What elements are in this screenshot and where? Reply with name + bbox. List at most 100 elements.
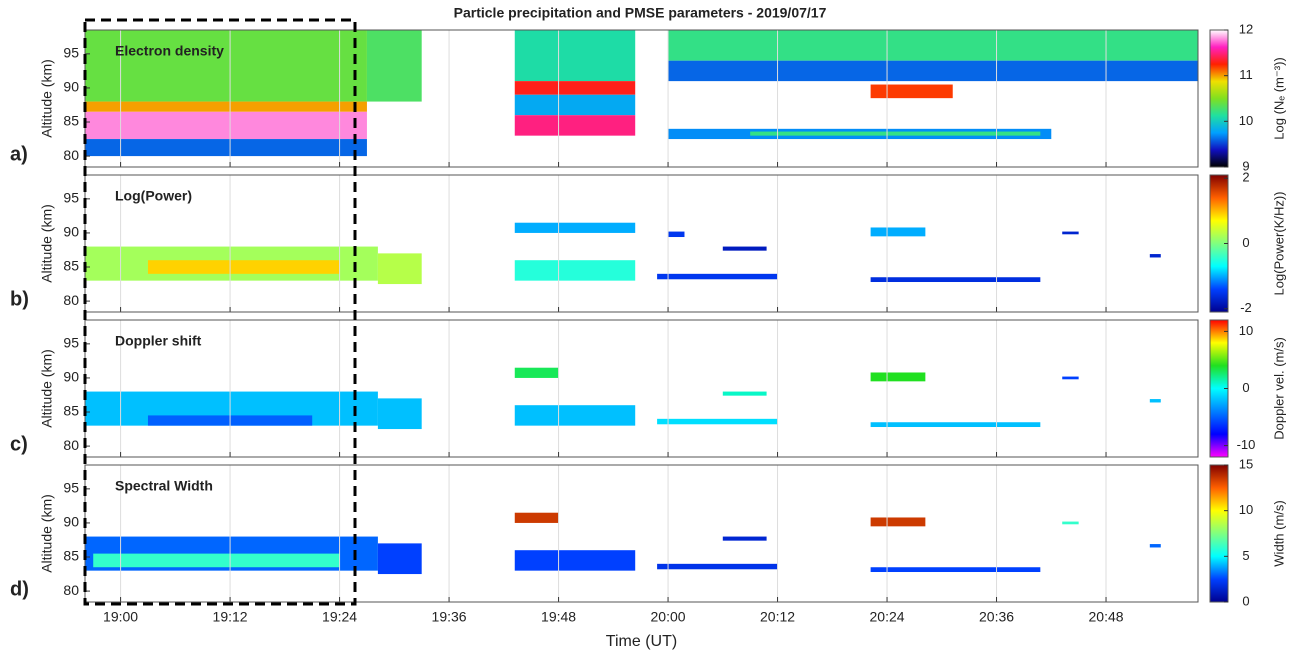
- heat-region: [85, 101, 367, 112]
- plot-area: [85, 30, 1198, 157]
- heat-region: [1062, 521, 1079, 525]
- panel-label: a): [10, 143, 28, 165]
- heat-region: [668, 231, 685, 238]
- colorbar-tick-label: -2: [1240, 300, 1252, 315]
- colorbar-tick-label: 12: [1239, 21, 1253, 36]
- heat-region: [750, 131, 1041, 136]
- heat-region: [514, 222, 636, 233]
- colorbar: [1209, 29, 1229, 168]
- colorbar-tick-label: 10: [1239, 502, 1253, 517]
- x-tick-label: 19:24: [322, 609, 357, 625]
- plot-frame: [84, 319, 1199, 458]
- y-tick-label: 90: [63, 79, 79, 95]
- y-axis-label: Altitude (km): [39, 494, 55, 573]
- heat-region: [1062, 231, 1079, 235]
- heat-region: [657, 418, 778, 425]
- colorbar-label: Log(Power(K/Hz)): [1271, 191, 1286, 295]
- heat-region: [514, 30, 636, 82]
- panel-title: Electron density: [115, 43, 224, 59]
- heat-region: [657, 273, 778, 280]
- plot-frame: [84, 29, 1199, 168]
- colorbar-tick-label: 5: [1242, 548, 1249, 563]
- heat-region: [657, 563, 778, 570]
- heat-region: [514, 81, 636, 95]
- heat-region: [870, 422, 1041, 428]
- heat-region: [377, 543, 422, 575]
- heat-region: [147, 260, 340, 274]
- colorbar-label: Doppler vel. (m/s): [1271, 337, 1286, 440]
- heat-region: [668, 30, 1198, 61]
- x-tick-label: 20:36: [979, 609, 1014, 625]
- heat-region: [514, 94, 636, 116]
- heat-region: [870, 372, 926, 382]
- y-tick-label: 95: [63, 480, 79, 496]
- y-tick-label: 85: [63, 258, 79, 274]
- heat-region: [514, 512, 559, 523]
- y-tick-label: 95: [63, 45, 79, 61]
- y-tick-label: 90: [63, 514, 79, 530]
- x-tick-label: 20:00: [651, 609, 686, 625]
- x-axis-label: Time (UT): [606, 633, 677, 650]
- heat-region: [668, 60, 1198, 82]
- colorbar-tick-label: 11: [1239, 67, 1253, 82]
- x-tick-label: 19:12: [213, 609, 248, 625]
- heat-region: [85, 30, 367, 102]
- heat-region: [366, 30, 422, 102]
- y-tick-label: 80: [63, 582, 79, 598]
- heat-region: [1149, 544, 1161, 548]
- heat-region: [722, 246, 767, 251]
- heat-region: [377, 253, 422, 285]
- heat-region: [870, 517, 926, 527]
- x-tick-label: 20:24: [870, 609, 905, 625]
- y-tick-label: 95: [63, 335, 79, 351]
- plot-area: [85, 222, 1161, 285]
- colorbar-tick-label: 0: [1242, 593, 1249, 608]
- y-tick-label: 85: [63, 548, 79, 564]
- plot-frame: [84, 464, 1199, 603]
- panel-label: c): [10, 433, 28, 455]
- colorbar-tick-label: 9: [1242, 158, 1249, 173]
- heat-region: [514, 115, 636, 136]
- colorbar-tick-label: 10: [1239, 323, 1253, 338]
- colorbar-tick-label: -10: [1237, 437, 1256, 452]
- y-tick-label: 90: [63, 369, 79, 385]
- colorbar-label: Width (m/s): [1271, 500, 1286, 566]
- heat-region: [514, 260, 636, 281]
- heat-region: [93, 553, 340, 568]
- colorbar-tick-label: 10: [1239, 113, 1253, 128]
- y-tick-label: 80: [63, 147, 79, 163]
- heat-region: [870, 227, 926, 237]
- x-tick-label: 20:12: [760, 609, 795, 625]
- y-tick-label: 95: [63, 190, 79, 206]
- x-tick-label: 19:48: [541, 609, 576, 625]
- x-tick-label: 19:00: [103, 609, 138, 625]
- x-tick-label: 20:48: [1089, 609, 1124, 625]
- heat-region: [85, 111, 367, 140]
- colorbar-tick-label: 0: [1242, 235, 1249, 250]
- heat-region: [722, 536, 767, 541]
- highlight-box: [83, 18, 357, 606]
- panel-label: d): [10, 578, 29, 600]
- panel-title: Spectral Width: [115, 478, 213, 494]
- colorbar-tick-label: 2: [1242, 170, 1249, 185]
- y-tick-label: 80: [63, 292, 79, 308]
- colorbar-tick-label: 0: [1242, 380, 1249, 395]
- heat-region: [870, 567, 1041, 573]
- colorbar-label: Log (Nₑ (m⁻³)): [1271, 57, 1286, 139]
- y-tick-label: 90: [63, 224, 79, 240]
- colorbar: [1209, 464, 1229, 603]
- heat-region: [1149, 254, 1161, 258]
- heat-region: [870, 277, 1041, 283]
- heat-region: [1062, 376, 1079, 380]
- heat-region: [870, 84, 953, 99]
- plot-area: [85, 512, 1161, 575]
- y-tick-label: 85: [63, 403, 79, 419]
- y-axis-label: Altitude (km): [39, 349, 55, 428]
- heat-region: [377, 398, 422, 430]
- y-axis-label: Altitude (km): [39, 204, 55, 283]
- y-tick-label: 85: [63, 113, 79, 129]
- plot-area: [85, 367, 1161, 430]
- figure-title: Particle precipitation and PMSE paramete…: [454, 5, 827, 21]
- heat-region: [514, 367, 559, 378]
